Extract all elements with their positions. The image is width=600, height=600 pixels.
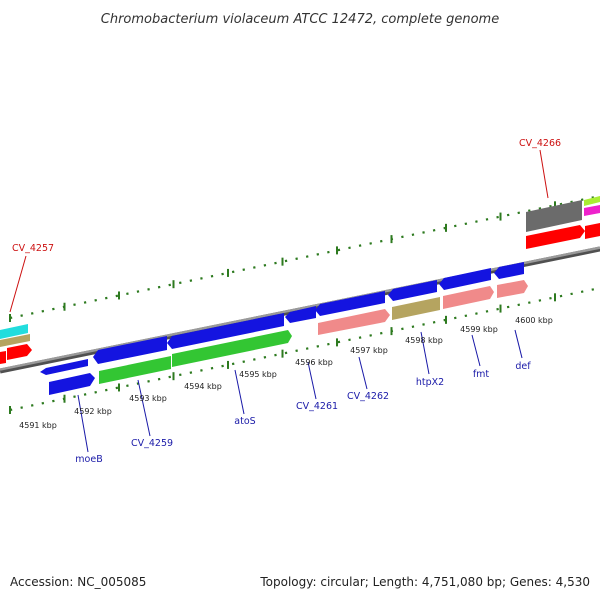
accession-text: Accession: NC_005085 (10, 575, 146, 589)
tick-label: 4594 kbp (184, 382, 222, 391)
connector-CV_4262 (358, 356, 368, 390)
gene-label-fmt[interactable]: fmt (473, 369, 490, 380)
gene-arrow-top-4[interactable] (285, 306, 316, 323)
tick-label: 4596 kbp (295, 358, 333, 367)
major-ticks (9, 201, 556, 414)
gene-label-htpX2[interactable]: htpX2 (416, 377, 444, 388)
map-title: Chromobacterium violaceum ATCC 12472, co… (101, 12, 499, 27)
gene-arrow-bottom-olive[interactable] (392, 297, 440, 320)
connector-fmt (471, 334, 481, 367)
gene-arrow-top-8[interactable] (494, 262, 524, 279)
connector-CV_4261 (307, 361, 317, 400)
connector-atoS (234, 369, 245, 415)
gene-label-CV_4257[interactable]: CV_4257 (12, 243, 54, 254)
gene-arrow-top-6[interactable] (388, 280, 437, 301)
tick-label: 4600 kbp (515, 316, 553, 325)
gene-label-connectors (9, 149, 549, 453)
gene-label-CV_4262[interactable]: CV_4262 (347, 391, 389, 402)
tick-label: 4593 kbp (129, 394, 167, 403)
tick-label: 4595 kbp (239, 370, 277, 379)
gene-label-CV_4261[interactable]: CV_4261 (296, 401, 338, 412)
outer-minor-ticks (9, 194, 600, 320)
tick-label: 4591 kbp (19, 421, 57, 430)
gene-arrow-top-2[interactable] (93, 336, 167, 364)
gene-arrow-red-left[interactable] (7, 344, 32, 360)
gene-features (0, 196, 600, 395)
gene-block-yellowgreen[interactable] (584, 196, 600, 206)
gene-block-red-left-edge[interactable] (0, 351, 6, 364)
gene-arrow-bottom-blue[interactable] (49, 373, 95, 395)
connector-moeB (77, 394, 89, 453)
gene-label-def[interactable]: def (515, 361, 531, 372)
gene-label-atoS[interactable]: atoS (234, 416, 255, 427)
gene-arrow-bottom-pink-1[interactable] (318, 309, 390, 335)
outer-tick-track (9, 194, 600, 320)
gene-block-red-edge[interactable] (585, 223, 600, 239)
gene-arrow-top-1[interactable] (40, 359, 88, 375)
tick-labels: 4591 kbp 4592 kbp 4593 kbp 4594 kbp 4595… (19, 316, 553, 430)
gene-arrow-bottom-pink-3[interactable] (497, 280, 528, 298)
gene-arrow-bottom-pink-2[interactable] (443, 286, 494, 309)
topology-text: Topology: circular; Length: 4,751,080 bp… (259, 575, 590, 589)
gene-arrow-top-7[interactable] (439, 268, 491, 290)
connector-CV_4266 (539, 149, 549, 199)
tick-label: 4598 kbp (405, 336, 443, 345)
gene-label-moeB[interactable]: moeB (75, 454, 102, 465)
gene-arrow-bottom-green-2[interactable] (172, 330, 292, 367)
connector-def (514, 329, 523, 359)
gene-label-CV_4259[interactable]: CV_4259 (131, 438, 173, 449)
gene-block-gray[interactable] (526, 200, 582, 232)
gene-labels: moeB CV_4259 atoS CV_4261 CV_4262 htpX2 … (12, 138, 561, 465)
connector-CV_4257 (9, 255, 27, 313)
connector-htpX2 (420, 331, 430, 375)
gene-block-cyan[interactable] (0, 324, 28, 339)
gene-arrow-top-3[interactable] (167, 313, 284, 349)
tick-label: 4597 kbp (350, 346, 388, 355)
gene-label-CV_4266[interactable]: CV_4266 (519, 138, 561, 149)
gene-arrow-bottom-red-right[interactable] (526, 225, 585, 249)
gene-block-olive-left[interactable] (0, 334, 30, 347)
gene-block-magenta[interactable] (584, 205, 600, 216)
connector-CV_4259 (137, 379, 151, 437)
gene-arrow-top-5[interactable] (315, 291, 385, 316)
gene-arrow-bottom-green-1[interactable] (99, 356, 171, 384)
tick-label: 4592 kbp (74, 407, 112, 416)
tick-label: 4599 kbp (460, 325, 498, 334)
